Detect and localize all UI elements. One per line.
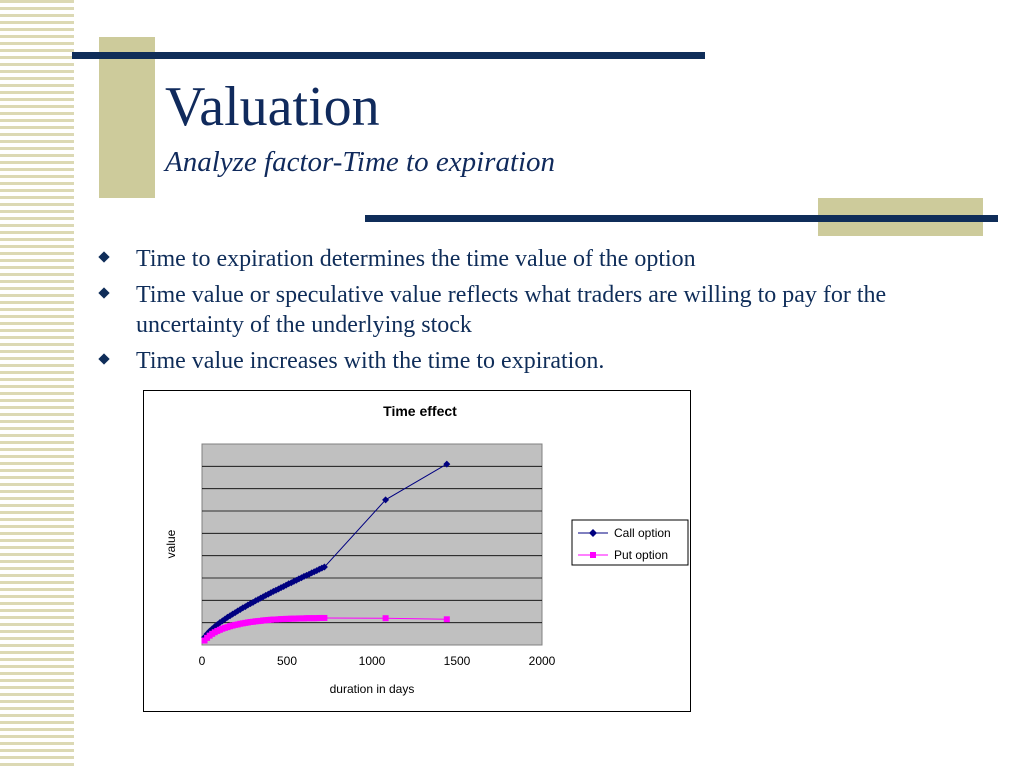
data-point bbox=[221, 615, 229, 623]
data-point bbox=[290, 577, 298, 585]
data-point bbox=[213, 621, 221, 629]
legend: Call option Put option bbox=[571, 519, 689, 566]
bullet-text: Time value increases with the time to ex… bbox=[136, 348, 605, 374]
plot-area bbox=[201, 443, 543, 646]
bullet-text: Time to expiration determines the time v… bbox=[136, 246, 696, 272]
data-point bbox=[244, 601, 252, 609]
bullet-text: Time value or speculative value reflects… bbox=[136, 282, 887, 338]
x-tick-label: 500 bbox=[277, 654, 297, 668]
data-point bbox=[229, 610, 237, 618]
data-point bbox=[285, 580, 293, 588]
data-point bbox=[241, 603, 249, 611]
data-point bbox=[300, 572, 308, 580]
legend-put-marker bbox=[590, 552, 596, 558]
data-point bbox=[321, 614, 328, 621]
x-tick-label: 0 bbox=[199, 654, 206, 668]
data-point bbox=[254, 595, 262, 603]
data-point bbox=[236, 605, 244, 613]
data-point bbox=[295, 575, 303, 583]
data-point bbox=[257, 594, 265, 602]
data-point bbox=[382, 496, 390, 504]
data-point bbox=[224, 613, 231, 621]
data-point bbox=[443, 460, 451, 468]
x-tick-label: 1000 bbox=[359, 654, 386, 668]
data-point bbox=[297, 574, 305, 582]
top-divider-bar bbox=[72, 52, 705, 59]
bullet-list: Time to expiration determines the time v… bbox=[98, 244, 968, 382]
striped-edge-decoration bbox=[0, 0, 74, 768]
slide-subtitle: Analyze factor-Time to expiration bbox=[165, 146, 556, 178]
legend-call-marker bbox=[589, 529, 597, 537]
data-point bbox=[262, 591, 270, 599]
x-tick-labels: 0 500 1000 1500 2000 bbox=[199, 654, 556, 668]
bullet-item: Time to expiration determines the time v… bbox=[98, 244, 968, 274]
x-axis-label: duration in days bbox=[330, 682, 415, 696]
bullet-item: Time value increases with the time to ex… bbox=[98, 346, 968, 376]
chart-title: Time effect bbox=[383, 403, 457, 419]
bullet-item: Time value or speculative value reflects… bbox=[98, 280, 968, 340]
bottom-divider-bar bbox=[365, 215, 998, 222]
series-layer bbox=[201, 460, 451, 644]
slide-title: Valuation bbox=[165, 76, 380, 138]
data-point bbox=[320, 563, 328, 571]
diamond-bullet-icon bbox=[98, 251, 110, 263]
data-point bbox=[272, 586, 280, 594]
x-tick-label: 1500 bbox=[444, 654, 471, 668]
data-point bbox=[249, 598, 257, 606]
data-point bbox=[382, 615, 389, 622]
y-axis-label: value bbox=[164, 529, 178, 558]
time-effect-chart: Time effect 0 500 1000 1500 2000 duration in… bbox=[143, 390, 691, 712]
legend-put-label: Put option bbox=[614, 548, 668, 562]
x-tick-label: 2000 bbox=[529, 654, 556, 668]
diamond-bullet-icon bbox=[98, 287, 110, 299]
data-point bbox=[239, 604, 247, 612]
chart-canvas: Time effect 0 500 1000 1500 2000 duration in… bbox=[164, 403, 689, 696]
diamond-bullet-icon bbox=[98, 353, 110, 365]
data-point bbox=[267, 589, 275, 597]
title-accent-block bbox=[99, 37, 155, 198]
legend-call-label: Call option bbox=[614, 526, 671, 540]
data-point bbox=[443, 616, 450, 623]
